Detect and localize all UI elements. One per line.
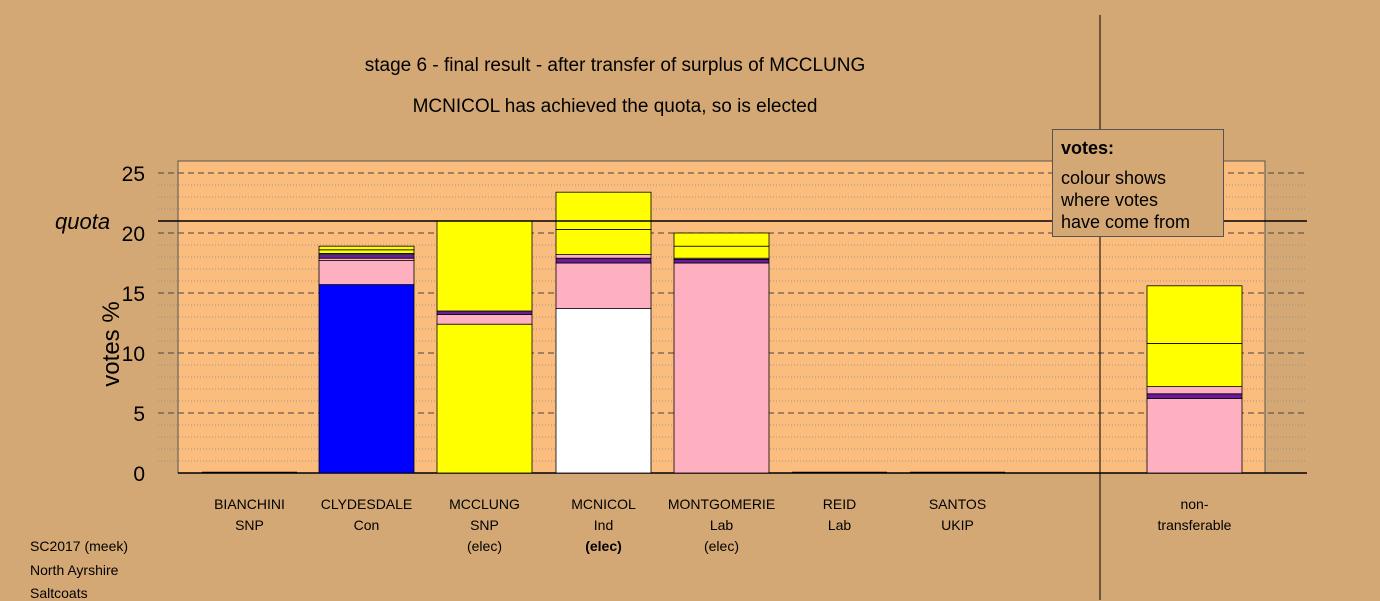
footer-council: North Ayrshire — [30, 562, 119, 578]
footer-ward: Saltcoats — [30, 585, 88, 601]
bar-segment — [1146, 386, 1243, 395]
category-label: MONTGOMERIE Lab (elec) — [667, 496, 776, 554]
y-tick-label: 15 — [122, 283, 145, 306]
bar-segment — [436, 220, 533, 312]
bar-segment — [318, 245, 415, 251]
bar-segment — [318, 284, 415, 474]
bar-segment — [436, 323, 533, 474]
bar-segment — [318, 249, 415, 254]
y-axis-label: votes % — [98, 301, 125, 387]
y-tick-label: 25 — [122, 163, 145, 186]
bar-segment — [555, 191, 652, 230]
bar-segment — [555, 262, 652, 309]
legend-line: where votes — [1061, 190, 1159, 210]
category-label: MCNICOL Ind (elec) — [571, 496, 636, 554]
bar-segment — [673, 262, 770, 474]
legend-title: votes: — [1061, 138, 1115, 158]
bar-segment — [318, 260, 415, 286]
bar-segment — [673, 245, 770, 259]
bar-segment — [1146, 398, 1243, 474]
y-tick-label: 5 — [133, 403, 145, 426]
legend-line: have come from — [1061, 212, 1191, 232]
chart-subtitle: MCNICOL has achieved the quota, so is el… — [412, 96, 818, 117]
bar-segment — [1146, 285, 1243, 344]
y-tick-label: 20 — [122, 223, 145, 246]
legend-line: colour shows — [1061, 168, 1167, 188]
bar-segment — [555, 257, 652, 264]
bar-segment — [673, 258, 770, 264]
category-label: SANTOS UKIP — [928, 496, 987, 533]
bar-segment — [673, 232, 770, 247]
chart-title: stage 6 - final result - after transfer … — [364, 55, 866, 76]
legend: votes: colour shows where votes have com… — [1052, 129, 1224, 237]
bar-segment — [436, 314, 533, 325]
category-label: non-transferable — [1157, 496, 1232, 533]
y-tick-label: 0 — [133, 463, 145, 486]
bar-segment — [555, 254, 652, 259]
bar-segment — [436, 310, 533, 315]
category-label: REID Lab — [822, 496, 857, 533]
quota-label: quota — [55, 209, 111, 234]
category-label: BIANCHINI SNP — [214, 496, 285, 533]
category-label: CLYDESDALE Con — [320, 496, 413, 533]
bar-segment — [555, 308, 652, 474]
bar-segment — [1146, 342, 1243, 387]
footer-election: SC2017 (meek) — [30, 538, 129, 554]
bar-segment — [1146, 393, 1243, 399]
y-tick-label: 10 — [122, 343, 145, 366]
bar-segment — [318, 254, 415, 259]
bar-segment — [555, 228, 652, 255]
category-label: MCCLUNG SNP (elec) — [449, 496, 520, 554]
